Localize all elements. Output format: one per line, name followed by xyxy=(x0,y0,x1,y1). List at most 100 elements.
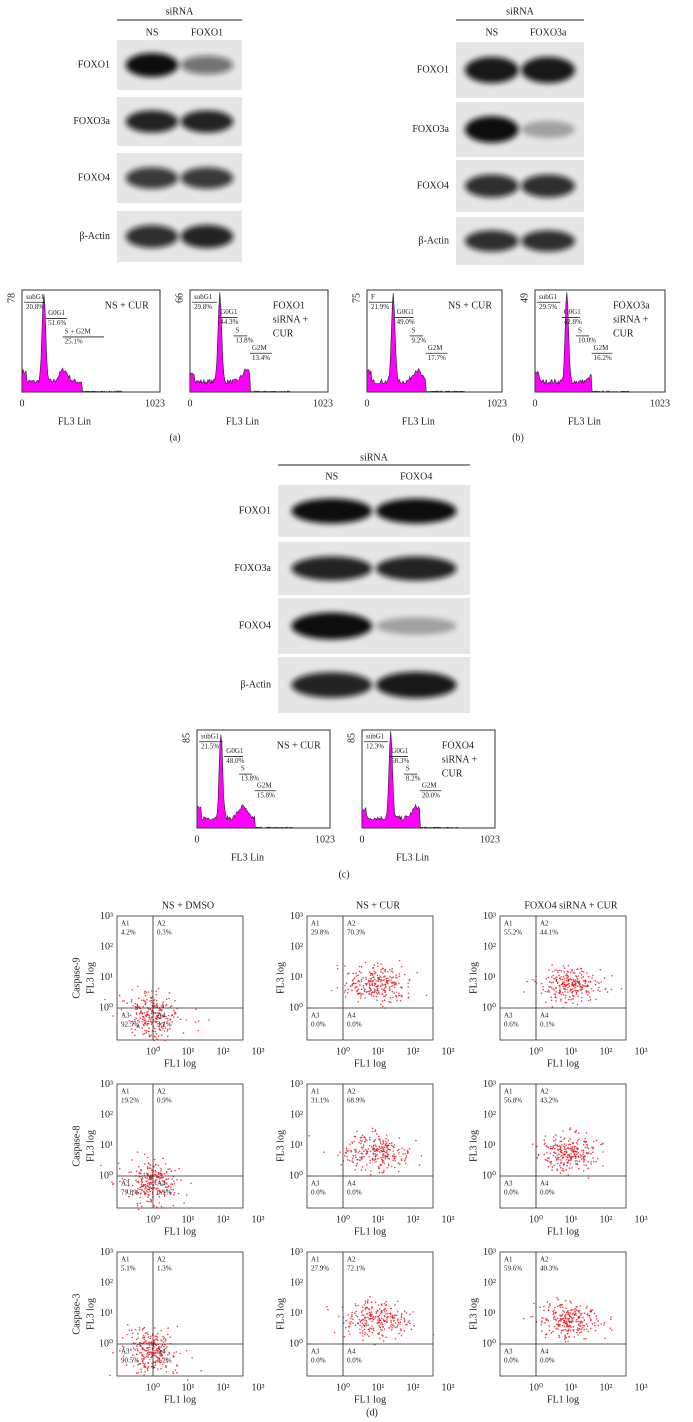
event-dot xyxy=(136,1349,139,1352)
event-dot xyxy=(147,1336,150,1338)
event-dot xyxy=(564,988,567,990)
event-dot xyxy=(390,985,393,988)
event-dot xyxy=(383,1150,385,1152)
event-dot xyxy=(566,1330,568,1332)
event-dot xyxy=(590,1318,592,1321)
event-dot xyxy=(568,1159,570,1161)
event-dot xyxy=(567,991,569,993)
event-dot xyxy=(345,1319,348,1322)
event-dot xyxy=(161,1003,164,1005)
event-dot xyxy=(391,1323,393,1325)
event-dot xyxy=(144,1163,146,1165)
event-dot xyxy=(586,1328,588,1331)
event-dot xyxy=(156,1352,158,1354)
event-dot xyxy=(570,998,573,1001)
event-dot xyxy=(577,1320,579,1323)
event-dot xyxy=(157,1014,160,1017)
event-dot xyxy=(344,1154,346,1157)
event-dot xyxy=(356,990,359,992)
event-dot xyxy=(360,994,362,997)
event-dot xyxy=(560,1315,562,1317)
event-dot xyxy=(150,1183,153,1185)
event-dot xyxy=(136,1204,139,1207)
event-dot xyxy=(208,1019,210,1021)
event-dot xyxy=(153,1354,155,1357)
event-dot xyxy=(146,1353,148,1355)
event-dot xyxy=(111,1181,113,1184)
event-dot xyxy=(376,1319,379,1321)
event-dot xyxy=(173,1183,176,1185)
event-dot xyxy=(386,980,389,982)
event-dot xyxy=(551,1148,553,1150)
event-dot xyxy=(128,1178,130,1181)
hist-xtick: 1023 xyxy=(650,398,670,409)
event-dot xyxy=(576,989,578,992)
event-dot xyxy=(143,1349,146,1351)
event-dot xyxy=(362,993,364,995)
event-dot xyxy=(393,1317,396,1319)
event-dot xyxy=(379,975,381,977)
event-dot xyxy=(562,1130,564,1132)
x-axis-label: FL1 log xyxy=(354,1226,386,1237)
event-dot xyxy=(576,985,579,987)
hist-xtick: 1023 xyxy=(313,398,333,409)
event-dot xyxy=(550,1145,552,1148)
event-dot xyxy=(545,1001,547,1004)
event-dot xyxy=(154,1163,157,1166)
y-tick-label: 10² xyxy=(100,1109,113,1120)
event-dot xyxy=(159,1354,161,1357)
event-dot xyxy=(548,969,550,971)
quadrant-value: 0.0% xyxy=(540,1357,555,1365)
event-dot xyxy=(574,987,576,989)
gate-name: subG1 xyxy=(26,293,45,301)
event-dot xyxy=(176,1325,179,1328)
event-dot xyxy=(397,1324,399,1326)
event-dot xyxy=(591,1146,593,1148)
event-dot xyxy=(592,974,594,977)
event-dot xyxy=(359,1324,361,1327)
event-dot xyxy=(167,1178,170,1180)
event-dot xyxy=(373,964,376,966)
event-dot xyxy=(360,1169,363,1171)
event-dot xyxy=(159,1023,162,1025)
event-dot xyxy=(550,999,553,1002)
event-dot xyxy=(137,1371,140,1374)
event-dot xyxy=(587,985,590,987)
event-dot xyxy=(565,979,568,982)
event-dot xyxy=(569,1300,571,1303)
event-dot xyxy=(558,1336,561,1338)
event-dot xyxy=(566,1320,568,1322)
event-dot xyxy=(372,967,374,969)
event-dot xyxy=(533,1302,535,1305)
event-dot xyxy=(566,970,569,973)
event-dot xyxy=(352,972,354,975)
event-dot xyxy=(367,1324,370,1326)
event-dot xyxy=(349,1317,352,1320)
event-dot xyxy=(362,1309,364,1312)
y-tick-label: 10³ xyxy=(100,911,113,922)
flow-plot: Caspase-8A119.2%A20.9%A379.8%A40.1%10⁰10… xyxy=(71,1079,264,1238)
gate-name: S xyxy=(578,327,582,335)
event-dot xyxy=(363,1150,365,1153)
event-dot xyxy=(564,1338,566,1340)
lane-label: NS xyxy=(485,27,498,38)
event-dot xyxy=(371,982,374,985)
event-dot xyxy=(374,1317,376,1319)
event-dot xyxy=(191,1357,193,1359)
quadrant-value: 0.0% xyxy=(347,1189,362,1197)
event-dot xyxy=(375,985,378,988)
event-dot xyxy=(144,1019,146,1021)
event-dot xyxy=(610,1318,612,1321)
event-dot xyxy=(575,1129,577,1132)
quadrant-value: 72.1% xyxy=(347,1265,365,1273)
event-dot xyxy=(368,993,371,995)
event-dot xyxy=(565,974,567,977)
event-dot xyxy=(574,1160,577,1162)
event-dot xyxy=(128,1195,130,1198)
event-dot xyxy=(155,1206,158,1208)
event-dot xyxy=(397,1321,400,1324)
event-dot xyxy=(562,1164,565,1166)
event-dot xyxy=(135,1190,138,1192)
event-dot xyxy=(385,1309,388,1312)
event-dot xyxy=(549,985,552,988)
